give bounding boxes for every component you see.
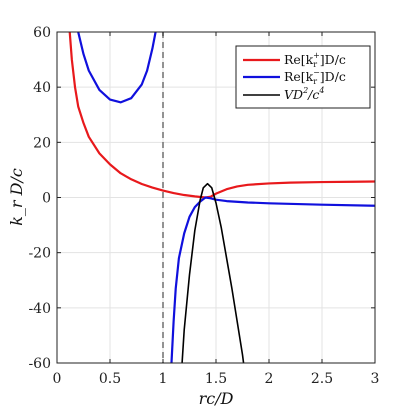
series-group [68, 32, 375, 363]
y-axis-label-text: k_r D/c [7, 168, 26, 226]
legend-label-re-kr-plus: Re[kr+]D/c [284, 51, 346, 69]
series-layer [68, 32, 375, 363]
legend: Re[kr+]D/c Re[kr−]D/c VD2/c4 [235, 45, 371, 109]
axis-ticks: 0 0.5 1 1.5 2 2.5 3 60 40 20 0 -20 -40 -60 [28, 25, 379, 387]
series-re-kr-minus-line-1 [170, 196, 375, 363]
x-tick-label-6: 3 [371, 371, 380, 387]
x-tick-label-3: 1.5 [205, 371, 227, 387]
x-axis-label-text: rc/D [199, 389, 234, 408]
x-tick-label-5: 2.5 [311, 371, 333, 387]
x-tick-label-1: 0.5 [99, 371, 121, 387]
x-tick-label-4: 2 [265, 371, 274, 387]
x-tick-label-2: 1 [159, 371, 168, 387]
series-re-kr-plus-line-0 [68, 32, 375, 199]
x-axis-label: rc/D [199, 389, 234, 408]
y-tick-label-0: 60 [33, 25, 51, 41]
y-tick-label-1: 40 [33, 80, 51, 96]
series-potential-line-0 [181, 182, 245, 363]
y-tick-label-5: -40 [28, 301, 51, 317]
legend-entry-re-kr-plus: Re[kr+]D/c [243, 51, 346, 69]
legend-label-potential: VD2/c4 [284, 86, 324, 102]
y-tick-label-3: 0 [42, 191, 51, 207]
legend-label-re-kr-minus: Re[kr−]D/c [284, 68, 346, 86]
y-tick-label-4: -20 [28, 246, 51, 262]
y-tick-label-6: -60 [28, 356, 51, 372]
series-re-kr-minus-line-0 [77, 32, 157, 104]
x-tick-label-0: 0 [53, 371, 62, 387]
y-axis-label: k_r D/c [7, 168, 26, 226]
legend-entry-potential: VD2/c4 [243, 86, 324, 102]
legend-entry-re-kr-minus: Re[kr−]D/c [243, 68, 346, 86]
y-tick-label-2: 20 [33, 135, 51, 151]
